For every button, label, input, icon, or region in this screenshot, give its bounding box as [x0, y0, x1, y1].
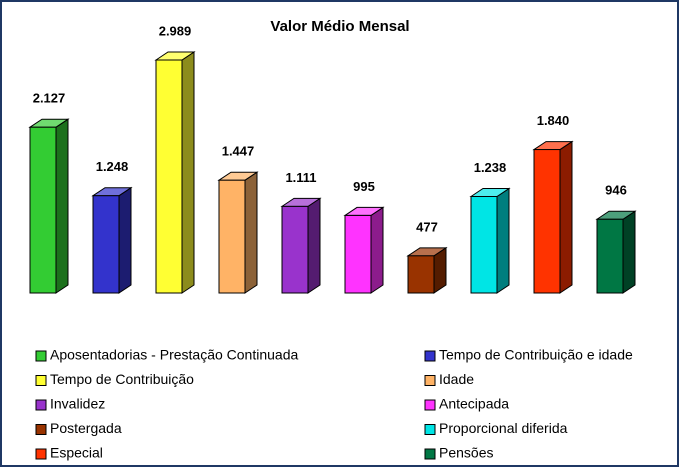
legend-swatch — [35, 350, 47, 362]
bar — [344, 214, 372, 294]
bar — [596, 218, 624, 294]
legend-swatch — [35, 448, 47, 460]
legend-swatch — [424, 424, 436, 435]
legend-label: Tempo de Contribuição — [50, 371, 194, 387]
bar-side — [181, 51, 195, 294]
value-label: 477 — [416, 219, 438, 234]
bar — [92, 195, 120, 294]
value-label: 1.447 — [222, 144, 255, 159]
legend-swatch — [35, 424, 47, 435]
legend-label: Invalidez — [50, 396, 105, 412]
value-label: 1.248 — [96, 159, 129, 174]
value-label: 1.111 — [285, 170, 316, 185]
bar — [407, 255, 435, 294]
bar — [281, 205, 309, 294]
legend-swatch — [35, 399, 47, 411]
legend-label: Pensões — [439, 445, 493, 461]
bar — [155, 59, 183, 294]
legend-label: Proporcional diferida — [439, 420, 568, 436]
bar-side — [307, 197, 321, 294]
bar-side — [370, 206, 384, 294]
bar-side — [559, 140, 573, 294]
legend-swatch — [424, 448, 436, 460]
legend-label: Especial — [50, 445, 103, 461]
legend-label: Tempo de Contribuição e idade — [439, 347, 633, 363]
bar — [218, 179, 246, 294]
bar-side — [55, 118, 69, 294]
bar-side — [622, 210, 636, 294]
legend-label: Aposentadorias - Prestação Continuada — [50, 347, 298, 363]
value-label: 1.238 — [474, 160, 507, 175]
chart-title: Valor Médio Mensal — [270, 18, 409, 35]
legend-label: Antecipada — [439, 396, 509, 412]
legend-swatch — [424, 350, 436, 362]
bar-side — [496, 187, 510, 294]
bar — [29, 126, 57, 294]
bar — [470, 195, 498, 294]
value-label: 2.989 — [159, 23, 192, 38]
bar — [533, 149, 561, 294]
value-label: 2.127 — [33, 91, 66, 106]
bar-side — [244, 171, 258, 294]
legend-label: Idade — [439, 371, 474, 387]
legend-swatch — [35, 375, 47, 386]
value-label: 1.840 — [537, 113, 570, 128]
legend-label: Postergada — [50, 420, 122, 436]
value-label: 995 — [353, 179, 375, 194]
value-label: 946 — [605, 183, 627, 198]
legend-swatch — [424, 399, 436, 411]
legend-swatch — [424, 375, 436, 386]
bar-side — [118, 186, 132, 294]
